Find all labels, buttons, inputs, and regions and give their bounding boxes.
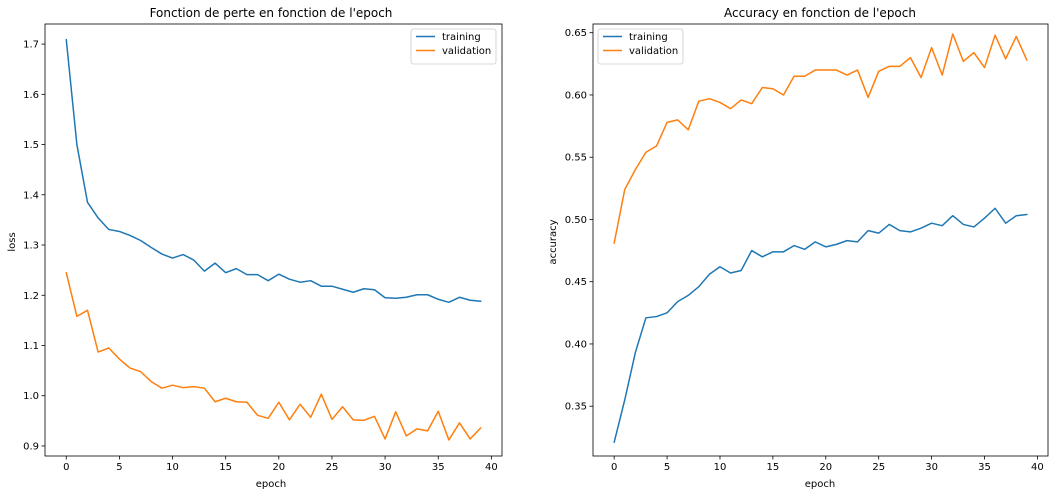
loss-ytick-label: 1.4 <box>23 190 39 201</box>
accuracy-legend: training validation <box>597 28 684 65</box>
loss-ytick-label: 1.3 <box>23 241 39 252</box>
accuracy-xtick-label: 20 <box>819 462 832 473</box>
accuracy-chart-xlabel: epoch <box>805 479 835 490</box>
accuracy-ytick-label: 0.35 <box>565 402 587 413</box>
loss-chart-ylabel: loss <box>7 232 18 251</box>
loss-chart: Fonction de perte en fonction de l'epoch… <box>7 6 503 490</box>
loss-ytick-label: 1.5 <box>23 140 39 151</box>
accuracy-xtick-label: 25 <box>872 462 885 473</box>
loss-axes-frame <box>44 23 503 457</box>
accuracy-ytick-label: 0.65 <box>565 28 587 39</box>
loss-xtick-label: 35 <box>432 462 445 473</box>
accuracy-legend-label-validation: validation <box>629 46 678 57</box>
loss-xtick-label: 20 <box>272 462 285 473</box>
accuracy-xtick-label: 15 <box>767 462 780 473</box>
loss-ytick-label: 1.2 <box>23 291 39 302</box>
accuracy-ytick-label: 0.45 <box>565 277 587 288</box>
loss-legend-box <box>410 28 497 65</box>
accuracy-axes-frame <box>592 23 1049 457</box>
loss-xtick-label: 40 <box>485 462 498 473</box>
accuracy-xtick-label: 10 <box>714 462 727 473</box>
accuracy-chart-ylabel: accuracy <box>548 219 559 264</box>
accuracy-ytick-label: 0.40 <box>565 339 587 350</box>
loss-legend-label-validation: validation <box>442 46 491 57</box>
loss-line-training <box>65 38 482 304</box>
accuracy-xtick-label: 0 <box>611 462 617 473</box>
loss-ytick-label: 0.9 <box>23 441 39 452</box>
accuracy-line-validation <box>613 33 1028 244</box>
accuracy-series-group <box>613 33 1028 444</box>
loss-xtick-label: 0 <box>63 462 69 473</box>
loss-legend-label-training: training <box>442 32 481 43</box>
loss-xtick-label: 30 <box>379 462 392 473</box>
loss-ytick-label: 1.7 <box>23 40 39 51</box>
accuracy-ytick-label: 0.60 <box>565 90 587 101</box>
loss-legend: training validation <box>410 28 497 65</box>
accuracy-ytick-label: 0.55 <box>565 153 587 164</box>
accuracy-xtick-label: 5 <box>664 462 670 473</box>
loss-ytick-label: 1.6 <box>23 90 39 101</box>
accuracy-xtick-label: 40 <box>1031 462 1044 473</box>
accuracy-line-training <box>613 207 1028 444</box>
accuracy-ytick-label: 0.50 <box>565 215 587 226</box>
loss-xtick-label: 15 <box>219 462 232 473</box>
loss-xtick-label: 10 <box>166 462 179 473</box>
accuracy-chart: Accuracy en fonction de l'epoch epoch ac… <box>548 6 1049 490</box>
loss-xtick-label: 25 <box>326 462 339 473</box>
accuracy-legend-box <box>597 28 684 65</box>
accuracy-legend-label-training: training <box>629 32 668 43</box>
loss-chart-xlabel: epoch <box>256 479 286 490</box>
loss-ytick-label: 1.1 <box>23 341 39 352</box>
accuracy-xtick-label: 30 <box>925 462 938 473</box>
accuracy-xtick-label: 35 <box>978 462 991 473</box>
loss-ytick-label: 1.0 <box>23 391 39 402</box>
loss-series-group <box>65 38 482 441</box>
loss-xtick-label: 5 <box>116 462 122 473</box>
loss-chart-title: Fonction de perte en fonction de l'epoch <box>150 6 393 20</box>
loss-line-validation <box>65 271 482 441</box>
accuracy-chart-title: Accuracy en fonction de l'epoch <box>724 6 916 20</box>
